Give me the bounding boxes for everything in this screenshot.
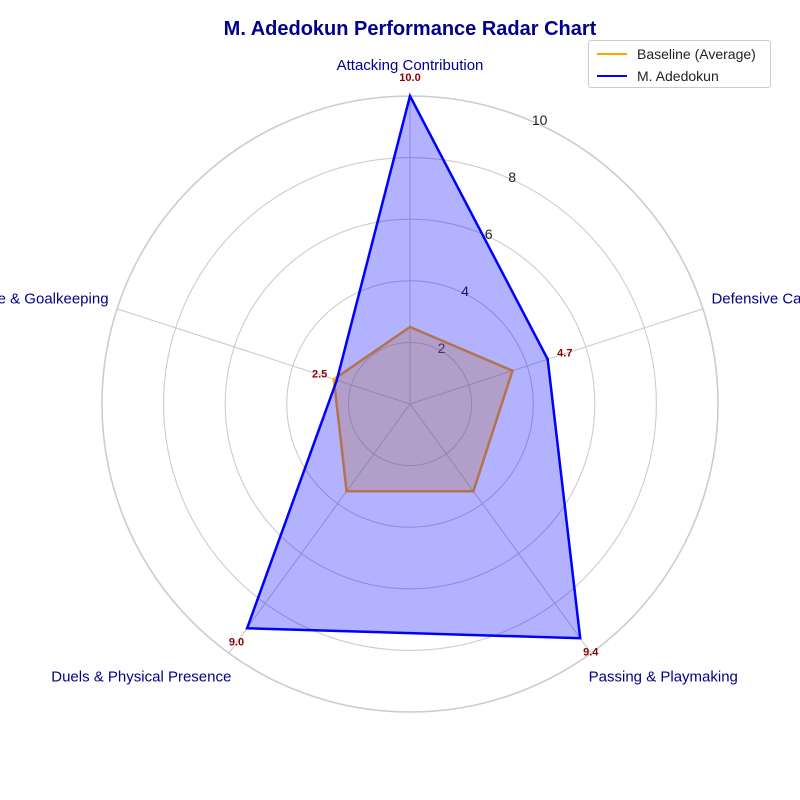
legend-swatch-adedokun — [597, 75, 627, 77]
data-label-2: 9.4 — [583, 647, 599, 659]
legend-label-adedokun: M. Adedokun — [637, 68, 719, 84]
series-polygon-0 — [332, 325, 515, 493]
series-0-point-0 — [408, 325, 412, 329]
series-1-point-0 — [408, 94, 412, 98]
r-tick-label-3: 8 — [508, 169, 516, 185]
spoke-4 — [116, 308, 411, 405]
category-label-0: Attacking Contribution — [337, 57, 484, 74]
series-1-point-2 — [578, 636, 582, 640]
data-label-1: 4.7 — [557, 348, 572, 360]
radial-ticks: 2 4 6 8 10 — [438, 112, 548, 356]
category-label-1: Defensive Capability — [711, 291, 800, 308]
series-0-point-3 — [345, 489, 348, 493]
spoke-2 — [409, 403, 592, 654]
data-labels: 10.0 4.7 9.4 9.0 2.5 — [229, 72, 599, 659]
series-1-point-3 — [245, 626, 249, 630]
category-label-2: Passing & Playmaking — [589, 668, 738, 685]
data-label-4: 2.5 — [312, 369, 327, 381]
series-layer — [245, 92, 582, 640]
series-0-point-4 — [332, 377, 336, 381]
legend: Baseline (Average) M. Adedokun — [588, 40, 771, 88]
series-0-point-2 — [472, 489, 475, 493]
legend-item-baseline: Baseline (Average) — [597, 44, 756, 64]
series-0-point-1 — [511, 369, 514, 372]
category-label-3: Duels & Physical Presence — [51, 668, 231, 685]
category-label-4: Discipline & Goalkeeping — [0, 291, 109, 308]
legend-item-adedokun: M. Adedokun — [597, 66, 719, 86]
legend-label-baseline: Baseline (Average) — [637, 46, 756, 62]
legend-swatch-baseline — [597, 53, 627, 55]
series-1-point-1 — [546, 357, 549, 361]
r-tick-label-1: 4 — [461, 283, 469, 299]
series-polygon-1 — [245, 92, 582, 640]
data-label-3: 9.0 — [229, 637, 244, 649]
r-tick-label-0: 2 — [438, 340, 446, 356]
spoke-1 — [409, 308, 704, 405]
spoke-3 — [228, 403, 411, 654]
series-1-point-4 — [335, 378, 339, 382]
r-tick-label-2: 6 — [485, 226, 493, 242]
r-tick-label-4: 10 — [532, 112, 548, 128]
data-label-0: 10.0 — [399, 72, 420, 84]
chart-title: M. Adedokun Performance Radar Chart — [223, 18, 597, 40]
category-labels: Attacking Contribution Defensive Capabili… — [0, 57, 800, 685]
radar-grid — [101, 95, 719, 713]
